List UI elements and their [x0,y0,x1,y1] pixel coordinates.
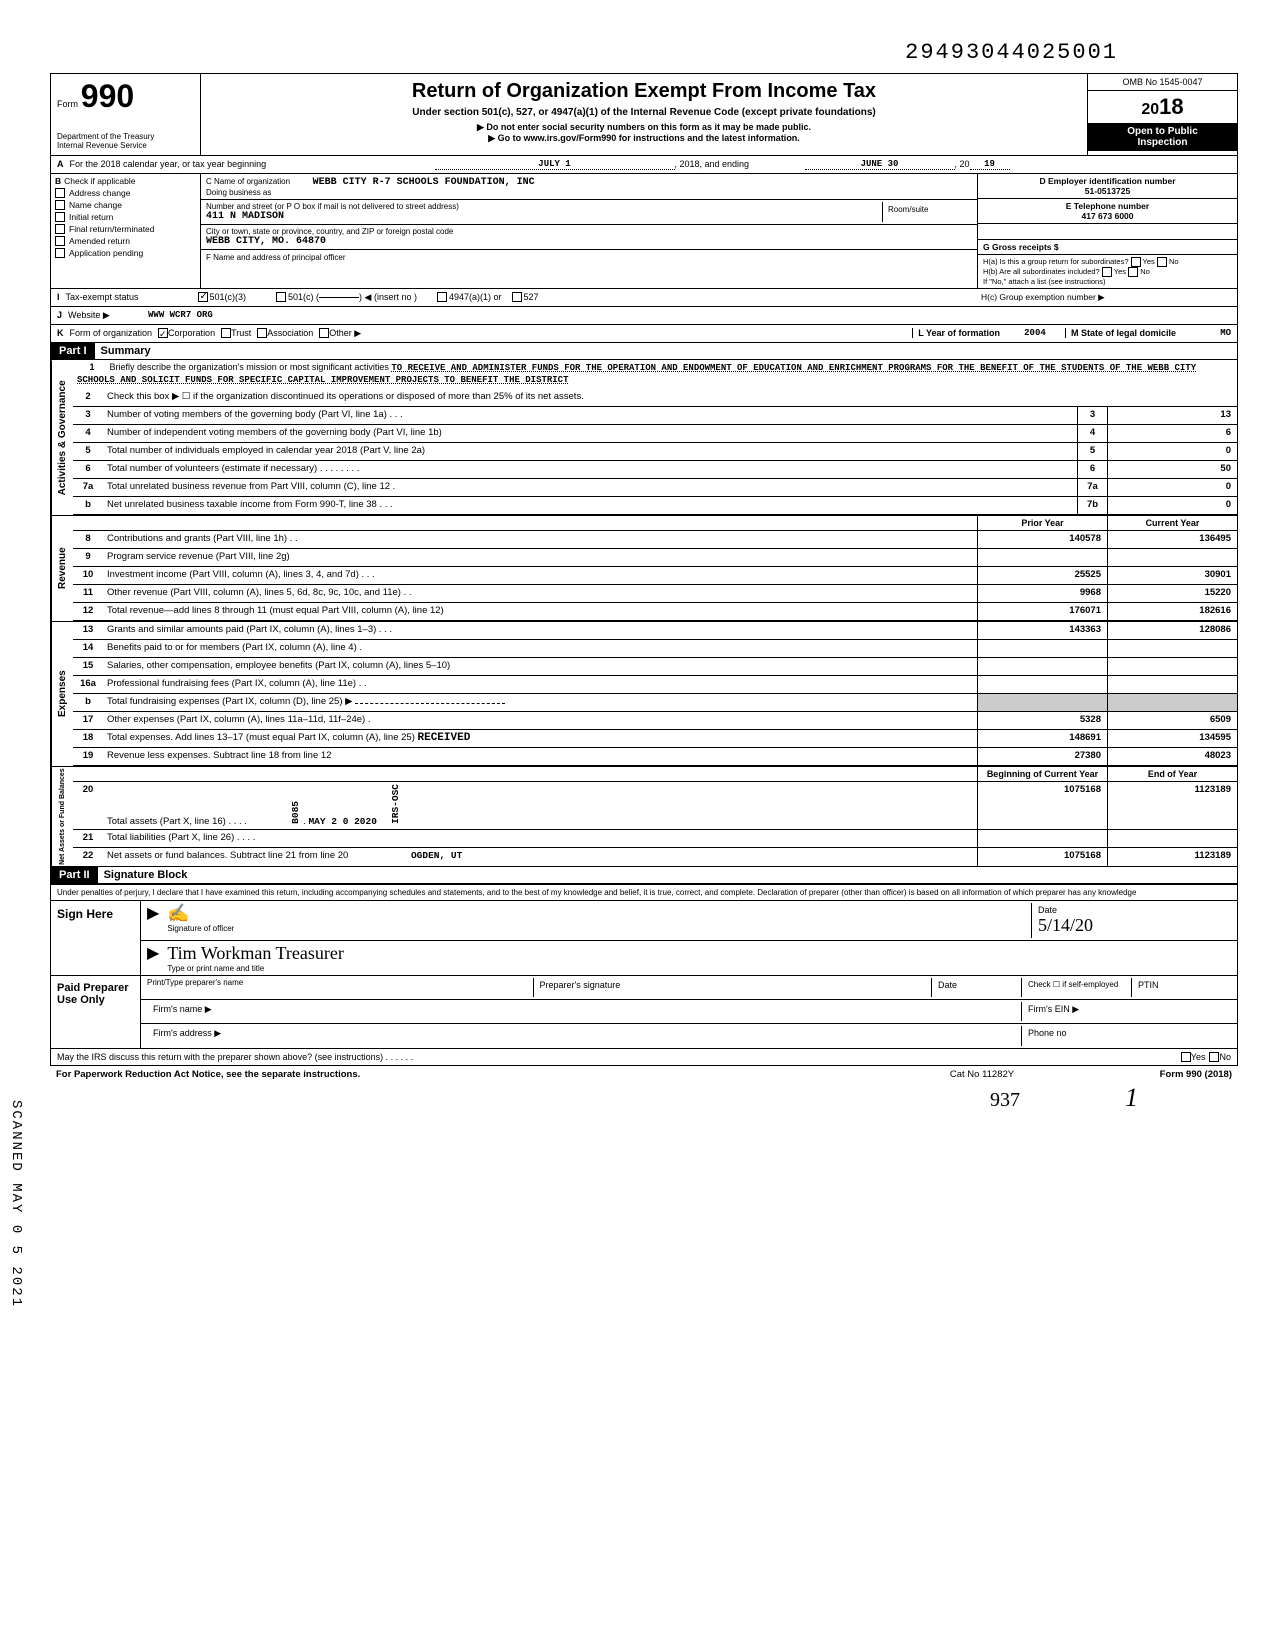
row-a-tax-year: A For the 2018 calendar year, or tax yea… [50,155,1238,174]
dept-irs: Internal Revenue Service [57,142,194,151]
ein: 51-0513725 [983,186,1232,196]
section-bcd: BCheck if applicable Address change Name… [50,174,1238,289]
note-ssn: ▶ Do not enter social security numbers o… [209,122,1079,133]
footer-paperwork: For Paperwork Reduction Act Notice, see … [50,1066,1238,1083]
form-number: 990 [81,78,134,114]
date-stamp: MAY 2 0 2020 [308,816,376,827]
phone: 417 673 6000 [983,211,1232,221]
scanned-stamp: SCANNED MAY 0 5 2021 [8,1100,24,1308]
tax-year: 2018 [1088,91,1237,123]
form-header: Form 990 Department of the Treasury Inte… [50,73,1238,155]
part1-header: Part I Summary [50,343,1238,360]
received-stamp: RECEIVED [418,732,471,744]
form-label: Form [57,99,78,109]
main-title: Return of Organization Exempt From Incom… [209,80,1079,103]
street-address: 411 N MADISON [206,211,882,222]
summary-expenses: Expenses 13Grants and similar amounts pa… [50,621,1238,766]
document-id-number: 29493044025001 [50,40,1238,65]
signer-name: Tim Workman Treasurer [167,943,1231,964]
row-i-tax-exempt: I Tax-exempt status 501(c)(3) 501(c) ( )… [50,289,1238,307]
org-name: WEBB CITY R-7 SCHOOLS FOUNDATION, INC [313,177,535,188]
sub-title: Under section 501(c), 527, or 4947(a)(1)… [209,107,1079,118]
signature-handwriting: ✍ [167,903,1031,924]
inspection: Inspection [1091,137,1234,148]
row-k-form-org: K Form of organization ✓ Corporation Tru… [50,325,1238,343]
part2-header: Part II Signature Block [50,867,1238,884]
irs-discuss-row: May the IRS discuss this return with the… [50,1049,1238,1066]
summary-net-assets: Net Assets or Fund Balances Beginning of… [50,766,1238,867]
page-hand-number: 937 [990,1089,1020,1111]
sign-date: 5/14/20 [1038,915,1225,936]
signature-block: Under penalties of perjury, I declare th… [50,884,1238,1049]
open-public: Open to Public [1091,126,1234,137]
omb-number: OMB No 1545-0047 [1088,74,1237,91]
city-state-zip: WEBB CITY, MO. 64870 [206,236,972,247]
note-url: ▶ Go to www.irs.gov/Form990 for instruct… [209,133,1079,144]
summary-revenue: Revenue Prior YearCurrent Year 8Contribu… [50,515,1238,621]
summary-governance: Activities & Governance 1 Briefly descri… [50,360,1238,515]
page-number: 1 [1125,1083,1138,1112]
row-j-website: J Website ▶ WWW WCR7 ORG [50,307,1238,325]
